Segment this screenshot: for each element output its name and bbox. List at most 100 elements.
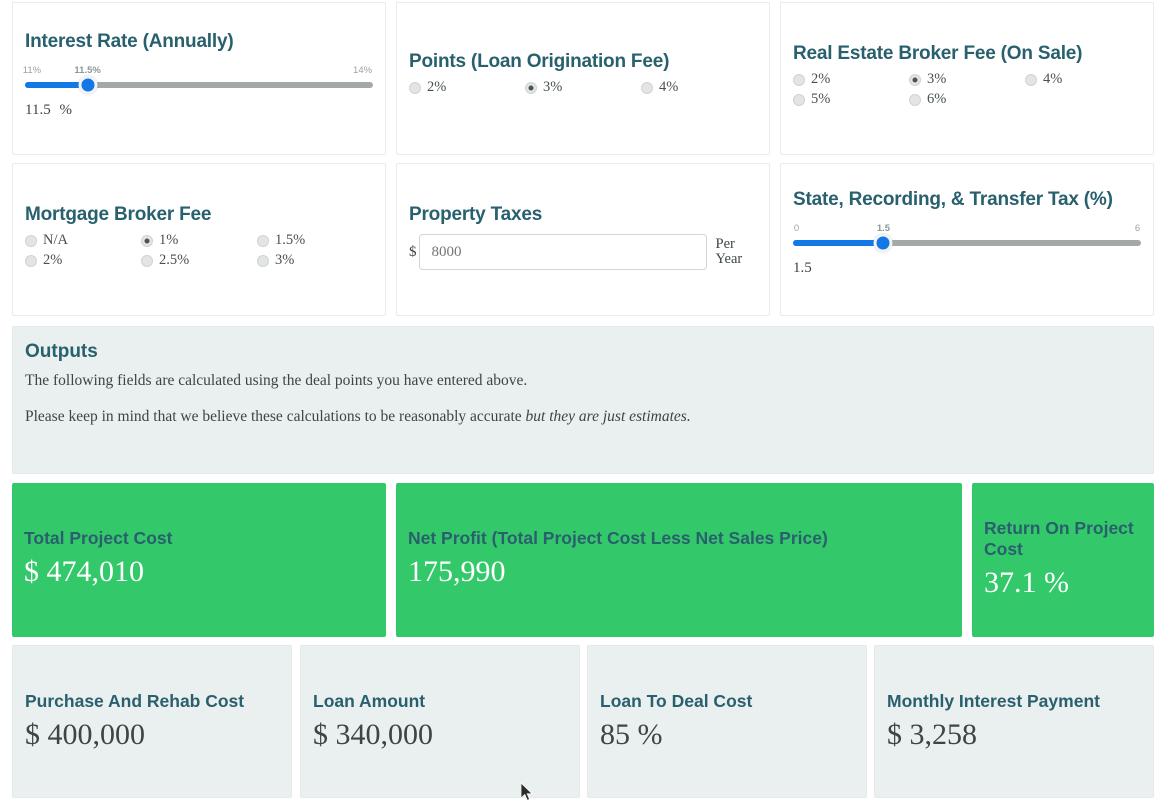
mortgage-broker-fee-option-3[interactable]: 3% <box>257 252 373 269</box>
result-label: Net Profit (Total Project Cost Less Net … <box>408 528 828 548</box>
interest-rate-max-label: 14% <box>353 65 373 76</box>
property-taxes-input[interactable] <box>418 234 707 270</box>
result-label: Loan To Deal Cost <box>600 691 753 711</box>
transfer-tax-min-label: 0 <box>793 223 800 234</box>
radio-icon[interactable] <box>257 254 269 267</box>
broker-fee-option-3[interactable]: 3% <box>909 71 1025 88</box>
result-loan-to-deal-cost: Loan To Deal Cost 85 % <box>587 645 867 798</box>
transfer-tax-value: 1.5 <box>793 260 812 276</box>
result-value: $ 340,000 <box>313 718 433 751</box>
transfer-tax-thumb[interactable] <box>873 233 893 253</box>
broker-fee-option-4[interactable]: 4% <box>1025 71 1141 88</box>
mortgage-broker-fee-option-label: 3% <box>275 252 295 268</box>
interest-rate-value-unit: % <box>59 102 72 118</box>
outputs-description-1: The following fields are calculated usin… <box>25 372 528 389</box>
broker-fee-option-label: 2% <box>811 71 831 87</box>
property-taxes-suffix-label: Per Year <box>715 236 743 267</box>
broker-fee-option-5[interactable]: 5% <box>793 91 909 108</box>
interest-rate-slider[interactable]: 11% 11.5% 14% <box>22 65 373 95</box>
result-value: $ 474,010 <box>24 555 144 588</box>
radio-icon[interactable] <box>909 93 921 106</box>
mortgage-broker-fee-option-label: 1% <box>159 232 179 248</box>
broker-fee-option-6[interactable]: 6% <box>909 91 1025 108</box>
radio-icon[interactable] <box>25 254 37 267</box>
points-option-label: 3% <box>543 79 563 95</box>
result-value: 37.1 % <box>984 566 1069 599</box>
outputs-description-2-emphasis: but they are just estimates. <box>525 408 691 425</box>
broker-fee-title: Real Estate Broker Fee (On Sale) <box>793 43 1083 64</box>
outputs-panel: Outputs The following fields are calcula… <box>12 326 1154 474</box>
mortgage-broker-fee-option-label: 2.5% <box>159 252 190 268</box>
interest-rate-min-label: 11% <box>22 65 42 76</box>
points-option-4[interactable]: 4% <box>641 79 757 96</box>
result-value: 85 % <box>600 718 663 751</box>
broker-fee-option-label: 4% <box>1043 71 1063 87</box>
result-total-project-cost: Total Project Cost $ 474,010 <box>12 483 386 637</box>
broker-fee-option-2[interactable]: 2% <box>793 71 909 88</box>
card-property-taxes: Property Taxes $ Per Year <box>396 163 770 316</box>
mortgage-broker-fee-option-label: 1.5% <box>275 232 306 248</box>
result-label: Loan Amount <box>313 691 426 711</box>
result-value: $ 3,258 <box>887 718 977 751</box>
points-radio-group[interactable]: 2% 3% 4% <box>409 79 757 96</box>
interest-rate-value: 11.5 % <box>25 102 373 119</box>
radio-icon[interactable] <box>25 234 37 247</box>
mortgage-broker-fee-option-1-5[interactable]: 1.5% <box>257 232 373 249</box>
radio-checked-icon[interactable] <box>909 73 921 86</box>
points-option-label: 4% <box>659 79 679 95</box>
result-return-on-project-cost: Return On Project Cost 37.1 % <box>972 483 1154 637</box>
transfer-tax-title: State, Recording, & Transfer Tax (%) <box>793 189 1113 210</box>
result-label: Monthly Interest Payment <box>887 691 1100 711</box>
result-purchase-and-rehab-cost: Purchase And Rehab Cost $ 400,000 <box>12 645 292 798</box>
radio-icon[interactable] <box>257 234 269 247</box>
broker-fee-radio-group[interactable]: 2% 3% 4% 5% 6% <box>793 71 1141 108</box>
transfer-tax-track[interactable] <box>793 233 1141 253</box>
points-option-3[interactable]: 3% <box>525 79 641 96</box>
transfer-tax-slider[interactable]: 0 1.5 6 <box>793 223 1141 253</box>
mortgage-broker-fee-option-2[interactable]: 2% <box>25 252 141 269</box>
card-points: Points (Loan Origination Fee) 2% 3% 4% <box>396 2 770 155</box>
property-taxes-title: Property Taxes <box>409 204 543 225</box>
radio-icon[interactable] <box>793 73 805 86</box>
outputs-description-2: Please keep in mind that we believe thes… <box>25 408 1141 426</box>
transfer-tax-current-label: 1.5 <box>876 223 891 234</box>
card-mortgage-broker-fee: Mortgage Broker Fee N/A 1% 1.5% 2% <box>12 163 386 316</box>
transfer-tax-track-fill <box>793 240 884 246</box>
card-interest-rate: Interest Rate (Annually) 11% 11.5% 14% 1… <box>12 2 386 155</box>
transfer-tax-ticks: 0 1.5 6 <box>793 223 1141 237</box>
interest-rate-track-fill <box>25 82 88 88</box>
card-real-estate-broker-fee: Real Estate Broker Fee (On Sale) 2% 3% 4… <box>780 2 1154 155</box>
interest-rate-title: Interest Rate (Annually) <box>25 31 234 52</box>
interest-rate-thumb[interactable] <box>78 75 98 95</box>
mortgage-broker-fee-title: Mortgage Broker Fee <box>25 204 212 225</box>
result-label: Total Project Cost <box>24 528 173 548</box>
points-option-label: 2% <box>427 79 447 95</box>
mortgage-broker-fee-option-na[interactable]: N/A <box>25 232 141 249</box>
mortgage-broker-fee-option-1[interactable]: 1% <box>141 232 257 249</box>
radio-checked-icon[interactable] <box>141 234 153 247</box>
radio-checked-icon[interactable] <box>525 81 537 94</box>
result-label: Return On Project Cost <box>984 518 1134 559</box>
mortgage-broker-fee-option-label: 2% <box>43 252 63 268</box>
interest-rate-current-label: 11.5% <box>74 65 101 76</box>
result-loan-amount: Loan Amount $ 340,000 <box>300 645 580 798</box>
interest-rate-ticks: 11% 11.5% 14% <box>22 65 373 79</box>
radio-icon[interactable] <box>141 254 153 267</box>
points-option-2[interactable]: 2% <box>409 79 525 96</box>
radio-icon[interactable] <box>793 93 805 106</box>
result-value: $ 400,000 <box>25 718 145 751</box>
mortgage-broker-fee-radio-group[interactable]: N/A 1% 1.5% 2% 2.5% <box>25 232 373 269</box>
outputs-description-2-prefix: Please keep in mind that we believe thes… <box>25 408 526 425</box>
transfer-tax-max-label: 6 <box>1134 223 1141 234</box>
property-taxes-input-row: $ Per Year <box>409 234 757 270</box>
radio-icon[interactable] <box>409 81 421 94</box>
mortgage-broker-fee-option-label: N/A <box>43 232 68 248</box>
broker-fee-option-label: 5% <box>811 91 831 107</box>
result-label: Purchase And Rehab Cost <box>25 691 245 711</box>
result-value: 175,990 <box>408 555 506 588</box>
radio-icon[interactable] <box>641 81 653 94</box>
interest-rate-track[interactable] <box>25 75 373 95</box>
radio-icon[interactable] <box>1025 73 1037 86</box>
mortgage-broker-fee-option-2-5[interactable]: 2.5% <box>141 252 257 269</box>
